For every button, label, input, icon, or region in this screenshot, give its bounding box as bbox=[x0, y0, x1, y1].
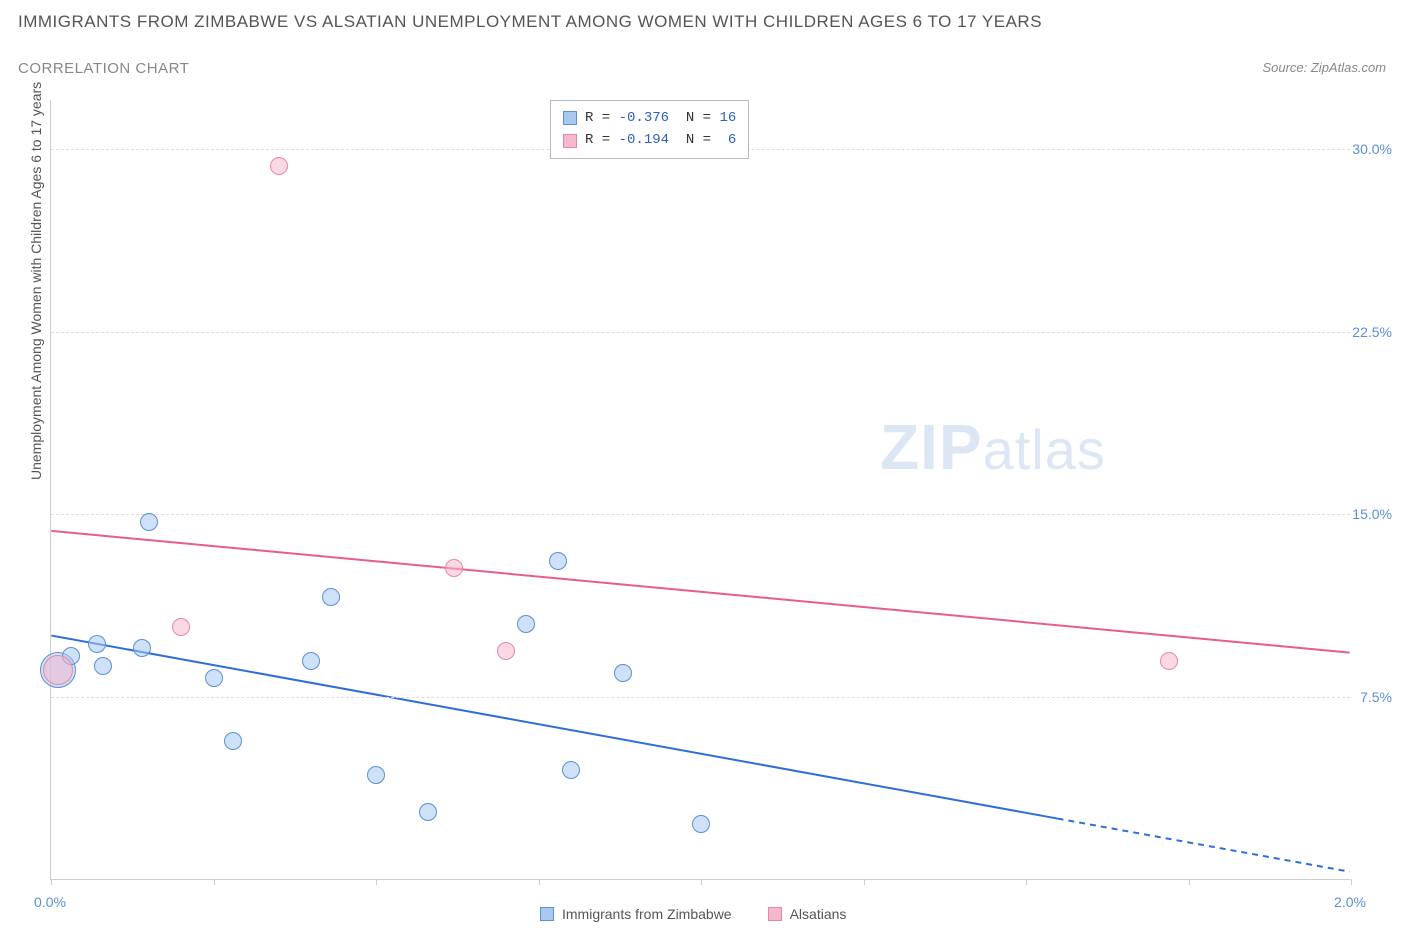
data-point bbox=[497, 642, 515, 660]
swatch-pink-icon bbox=[768, 907, 782, 921]
grid-line bbox=[51, 697, 1350, 698]
correlation-row: R = -0.194 N = 6 bbox=[563, 129, 736, 151]
correlation-text: R = -0.376 N = 16 bbox=[585, 107, 736, 129]
x-tick bbox=[539, 879, 540, 885]
data-point bbox=[1160, 652, 1178, 670]
x-tick-label: 2.0% bbox=[1334, 894, 1366, 910]
legend-item: Immigrants from Zimbabwe bbox=[540, 906, 732, 922]
data-point bbox=[88, 635, 106, 653]
x-tick bbox=[701, 879, 702, 885]
x-tick bbox=[1026, 879, 1027, 885]
data-point bbox=[549, 552, 567, 570]
legend-label: Alsatians bbox=[790, 906, 847, 922]
x-tick bbox=[1189, 879, 1190, 885]
legend-item: Alsatians bbox=[768, 906, 847, 922]
data-point bbox=[133, 639, 151, 657]
x-tick bbox=[1351, 879, 1352, 885]
data-point bbox=[322, 588, 340, 606]
data-point bbox=[270, 157, 288, 175]
data-point bbox=[419, 803, 437, 821]
data-point bbox=[367, 766, 385, 784]
grid-line bbox=[51, 514, 1350, 515]
chart-subtitle: CORRELATION CHART bbox=[18, 60, 189, 77]
data-point bbox=[43, 655, 73, 685]
x-tick bbox=[376, 879, 377, 885]
swatch-blue-icon bbox=[563, 111, 577, 125]
watermark-atlas: atlas bbox=[983, 418, 1106, 481]
data-point bbox=[692, 815, 710, 833]
correlation-legend: R = -0.376 N = 16R = -0.194 N = 6 bbox=[550, 100, 749, 159]
correlation-row: R = -0.376 N = 16 bbox=[563, 107, 736, 129]
grid-line bbox=[51, 332, 1350, 333]
swatch-blue-icon bbox=[540, 907, 554, 921]
data-point bbox=[302, 652, 320, 670]
chart-title: IMMIGRANTS FROM ZIMBABWE VS ALSATIAN UNE… bbox=[18, 12, 1042, 32]
data-point bbox=[94, 657, 112, 675]
x-tick bbox=[51, 879, 52, 885]
watermark-zip: ZIP bbox=[880, 411, 983, 483]
data-point bbox=[205, 669, 223, 687]
legend-label: Immigrants from Zimbabwe bbox=[562, 906, 732, 922]
data-point bbox=[562, 761, 580, 779]
plot-area bbox=[50, 100, 1350, 880]
correlation-text: R = -0.194 N = 6 bbox=[585, 129, 736, 151]
series-legend: Immigrants from Zimbabwe Alsatians bbox=[540, 906, 846, 922]
x-tick-label: 0.0% bbox=[34, 894, 66, 910]
watermark: ZIPatlas bbox=[880, 410, 1106, 484]
data-point bbox=[614, 664, 632, 682]
data-point bbox=[445, 559, 463, 577]
data-point bbox=[140, 513, 158, 531]
y-tick-label: 30.0% bbox=[1352, 141, 1392, 157]
x-tick bbox=[864, 879, 865, 885]
y-tick-label: 15.0% bbox=[1352, 506, 1392, 522]
data-point bbox=[224, 732, 242, 750]
trend-lines bbox=[51, 100, 1350, 879]
y-tick-label: 22.5% bbox=[1352, 324, 1392, 340]
data-point bbox=[172, 618, 190, 636]
swatch-pink-icon bbox=[563, 134, 577, 148]
source-attribution: Source: ZipAtlas.com bbox=[1262, 60, 1386, 75]
y-tick-label: 7.5% bbox=[1360, 689, 1392, 705]
y-axis-label: Unemployment Among Women with Children A… bbox=[28, 82, 44, 480]
x-tick bbox=[214, 879, 215, 885]
data-point bbox=[517, 615, 535, 633]
